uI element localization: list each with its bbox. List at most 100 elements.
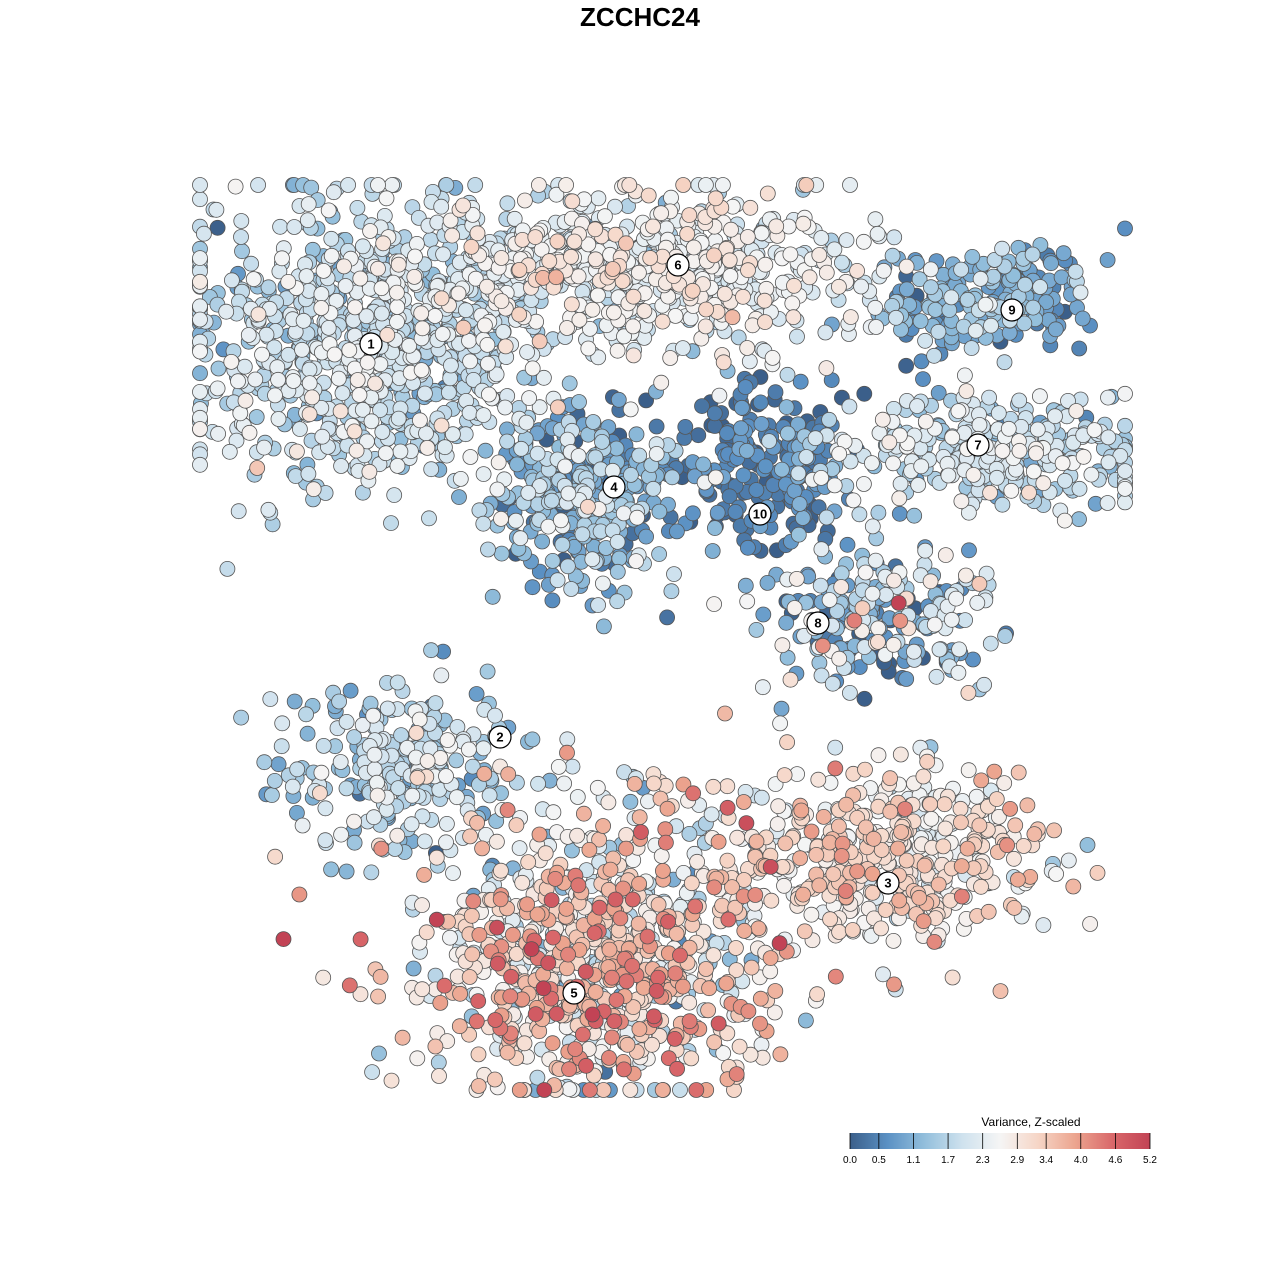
- cluster-label-text: 6: [674, 258, 681, 273]
- data-point-cluster-5: [762, 950, 779, 966]
- cluster-label-marker: [602, 475, 626, 499]
- data-point-cluster-7: [1011, 442, 1028, 459]
- data-point-cluster-3: [689, 853, 705, 870]
- data-point-cluster-5: [631, 809, 648, 826]
- data-point-cluster-8: [833, 565, 850, 582]
- data-point-cluster-3: [1019, 797, 1036, 814]
- data-point-cluster-10: [719, 425, 735, 442]
- data-point-cluster-3: [935, 838, 952, 855]
- data-point-cluster-4: [480, 541, 496, 558]
- data-point-cluster-5: [489, 955, 506, 972]
- data-point-cluster-5: [476, 766, 493, 782]
- data-point-cluster-5: [487, 1012, 504, 1028]
- data-point-cluster-2: [298, 706, 315, 723]
- data-point-cluster-10: [707, 520, 723, 536]
- data-point-cluster-8: [898, 671, 915, 687]
- data-point-cluster-6: [640, 187, 657, 204]
- data-point-cluster-2: [332, 754, 349, 770]
- data-point-cluster-10: [709, 504, 726, 521]
- data-point-cluster-5: [578, 1057, 594, 1074]
- data-point-cluster-3: [986, 763, 1003, 780]
- data-point-cluster-1: [444, 227, 461, 244]
- cluster-label-marker: [748, 502, 772, 526]
- data-point-cluster-3: [922, 796, 938, 813]
- data-point-cluster-1: [236, 358, 253, 375]
- data-point-cluster-7: [761, 433, 777, 450]
- data-point-cluster-3: [916, 857, 933, 874]
- data-point-cluster-8: [755, 679, 771, 696]
- data-point-cluster-10: [794, 510, 811, 526]
- data-point-cluster-5: [529, 1069, 546, 1086]
- data-point-cluster-4: [584, 551, 601, 568]
- data-point-cluster-7: [1000, 420, 1017, 437]
- data-point-cluster-3: [776, 767, 793, 783]
- data-point-cluster-5: [650, 896, 667, 913]
- data-point-cluster-1: [518, 414, 535, 431]
- data-point-cluster-7: [926, 347, 942, 364]
- data-point-cluster-6: [587, 251, 604, 268]
- data-point-cluster-6: [642, 250, 659, 266]
- data-point-cluster-3: [936, 796, 953, 813]
- data-point-cluster-5: [469, 814, 486, 831]
- data-point-cluster-2: [487, 707, 503, 724]
- data-point-cluster-5: [809, 986, 825, 1003]
- data-point-cluster-6: [548, 269, 564, 286]
- data-point-cluster-3: [973, 878, 989, 895]
- data-point-cluster-9: [875, 262, 892, 279]
- data-point-cluster-5: [516, 1035, 533, 1052]
- data-point-cluster-3: [882, 770, 898, 787]
- data-point-cluster-4: [648, 445, 665, 462]
- data-point-cluster-1: [377, 445, 394, 462]
- data-point-cluster-8: [969, 595, 986, 611]
- data-point-cluster-7: [1117, 494, 1133, 511]
- data-point-cluster-1: [550, 399, 566, 416]
- data-point-cluster-2: [266, 773, 283, 789]
- data-point-cluster-5: [619, 1036, 636, 1053]
- data-point-cluster-6: [739, 229, 756, 245]
- data-point-cluster-9: [994, 240, 1010, 257]
- data-point-cluster-1: [345, 312, 362, 329]
- data-point-cluster-10: [694, 398, 710, 415]
- data-point-cluster-10: [648, 418, 665, 435]
- data-point-cluster-3: [792, 850, 808, 867]
- data-point-cluster-5: [719, 852, 736, 869]
- data-point-cluster-1: [241, 424, 258, 441]
- data-point-cluster-7: [1100, 389, 1116, 406]
- data-point-cluster-4: [590, 597, 606, 613]
- data-point-cluster-6: [558, 177, 574, 193]
- data-point-cluster-8: [892, 613, 909, 629]
- data-point-cluster-6: [784, 295, 801, 312]
- data-point-cluster-4: [531, 478, 548, 494]
- data-point-cluster-6: [698, 301, 714, 318]
- data-point-cluster-8: [965, 651, 981, 668]
- data-point-cluster-6: [422, 231, 439, 248]
- data-point-cluster-5: [736, 923, 753, 939]
- data-point-cluster-5: [505, 926, 521, 943]
- data-point-cluster-5: [653, 848, 670, 864]
- data-point-cluster-2: [438, 768, 454, 784]
- data-point-cluster-6: [323, 247, 340, 264]
- data-point-cluster-8: [782, 671, 799, 688]
- data-point-cluster-6: [753, 225, 770, 242]
- data-point-cluster-6: [798, 177, 815, 193]
- data-point-cluster-8: [870, 634, 886, 650]
- data-point-cluster-7: [831, 445, 848, 462]
- data-point-cluster-6: [779, 366, 796, 383]
- data-point-cluster-4: [544, 592, 561, 609]
- data-point-cluster-3: [897, 801, 913, 817]
- data-point-cluster-1: [270, 411, 287, 427]
- data-point-cluster-8: [788, 571, 805, 587]
- data-point-cluster-7: [707, 469, 724, 486]
- data-point-cluster-1: [521, 390, 537, 407]
- data-point-cluster-5: [648, 983, 665, 999]
- legend-ticks: 0.0 0.5 1.1 1.7 2.3 2.9 3.4 4.0 4.6 5.2: [843, 1133, 1157, 1166]
- data-point-cluster-2: [390, 780, 407, 796]
- data-point-cluster-8: [906, 643, 922, 660]
- data-point-cluster-9: [1017, 276, 1033, 293]
- data-point-cluster-1: [221, 443, 238, 460]
- data-point-cluster-2: [333, 826, 350, 843]
- data-point-cluster-5: [681, 826, 698, 842]
- data-point-cluster-5: [543, 892, 560, 908]
- data-point-cluster-6: [795, 215, 812, 232]
- legend-title: Variance, Z-scaled: [981, 1115, 1080, 1129]
